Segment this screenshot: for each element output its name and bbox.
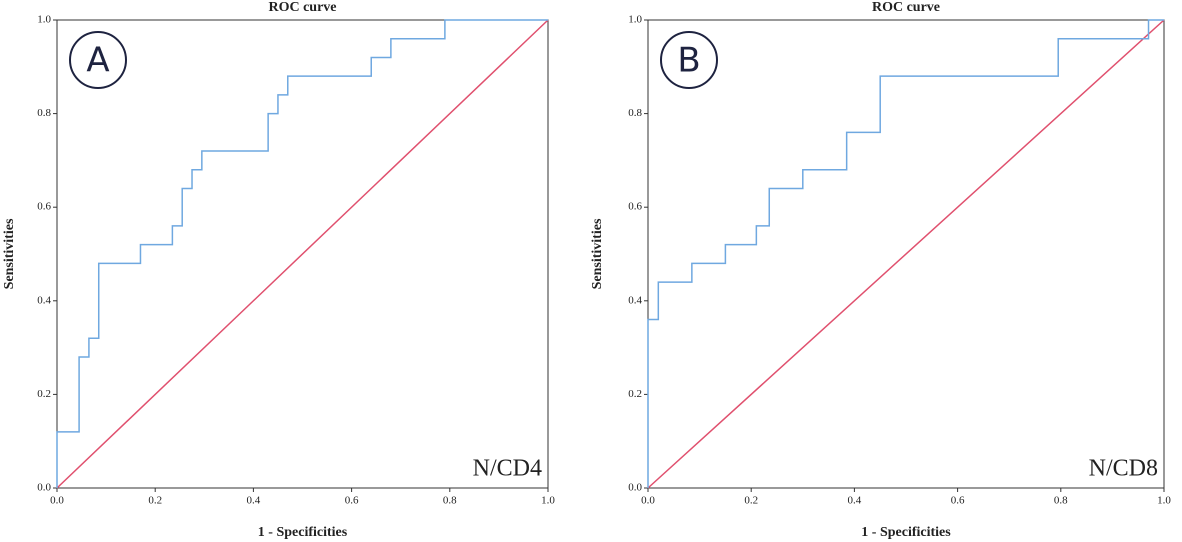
x-tick-label: 0.4 [247, 495, 261, 507]
y-tick-label: 0.8 [37, 107, 51, 119]
roc-line [647, 19, 1165, 489]
y-tick-label: 0.2 [628, 388, 642, 400]
y-tick-label: 0.0 [37, 482, 51, 494]
panel-badge [660, 31, 718, 89]
y-axis-label: Sensitivities [2, 218, 17, 289]
roc-line [56, 19, 549, 489]
y-tick-label: 0.4 [37, 294, 51, 306]
y-axis-label: Sensitivities [590, 218, 605, 289]
x-tick-label: 0.6 [345, 495, 359, 507]
x-tick-label: 0.0 [50, 495, 64, 507]
x-tick-label: 0.2 [744, 495, 758, 507]
y-tick-label: 1.0 [628, 14, 642, 26]
x-tick-label: 0.0 [641, 495, 655, 507]
x-tick-label: 0.8 [1054, 495, 1068, 507]
roc-line [647, 19, 1164, 488]
panel-label: A [86, 41, 109, 81]
x-axis-label: 1 - Specificities [258, 525, 348, 540]
plot-frame [56, 19, 549, 489]
y-tick-label: 0.8 [628, 107, 642, 119]
x-tick-label: 1.0 [1157, 495, 1171, 507]
x-tick-label: 1.0 [541, 495, 555, 507]
x-tick-label: 0.2 [148, 495, 162, 507]
plot-frame [647, 19, 1165, 489]
annotation: N/CD4 [473, 456, 542, 482]
y-tick-label: 0.6 [628, 201, 642, 213]
x-tick-label: 0.4 [848, 495, 862, 507]
y-tick-label: 0.0 [628, 482, 642, 494]
x-tick-label: 0.6 [951, 495, 965, 507]
y-tick-label: 1.0 [37, 14, 51, 26]
panel-label: B [677, 41, 700, 81]
y-tick-label: 0.2 [37, 388, 51, 400]
x-tick-label: 0.8 [443, 495, 457, 507]
roc-line [56, 19, 548, 488]
x-axis-label: 1 - Specificities [861, 525, 951, 540]
chart-title: ROC curve [268, 0, 336, 15]
annotation: N/CD8 [1089, 456, 1158, 482]
y-tick-label: 0.6 [37, 201, 51, 213]
y-tick-label: 0.4 [628, 294, 642, 306]
chart-title: ROC curve [872, 0, 940, 15]
panel-badge [69, 31, 127, 89]
